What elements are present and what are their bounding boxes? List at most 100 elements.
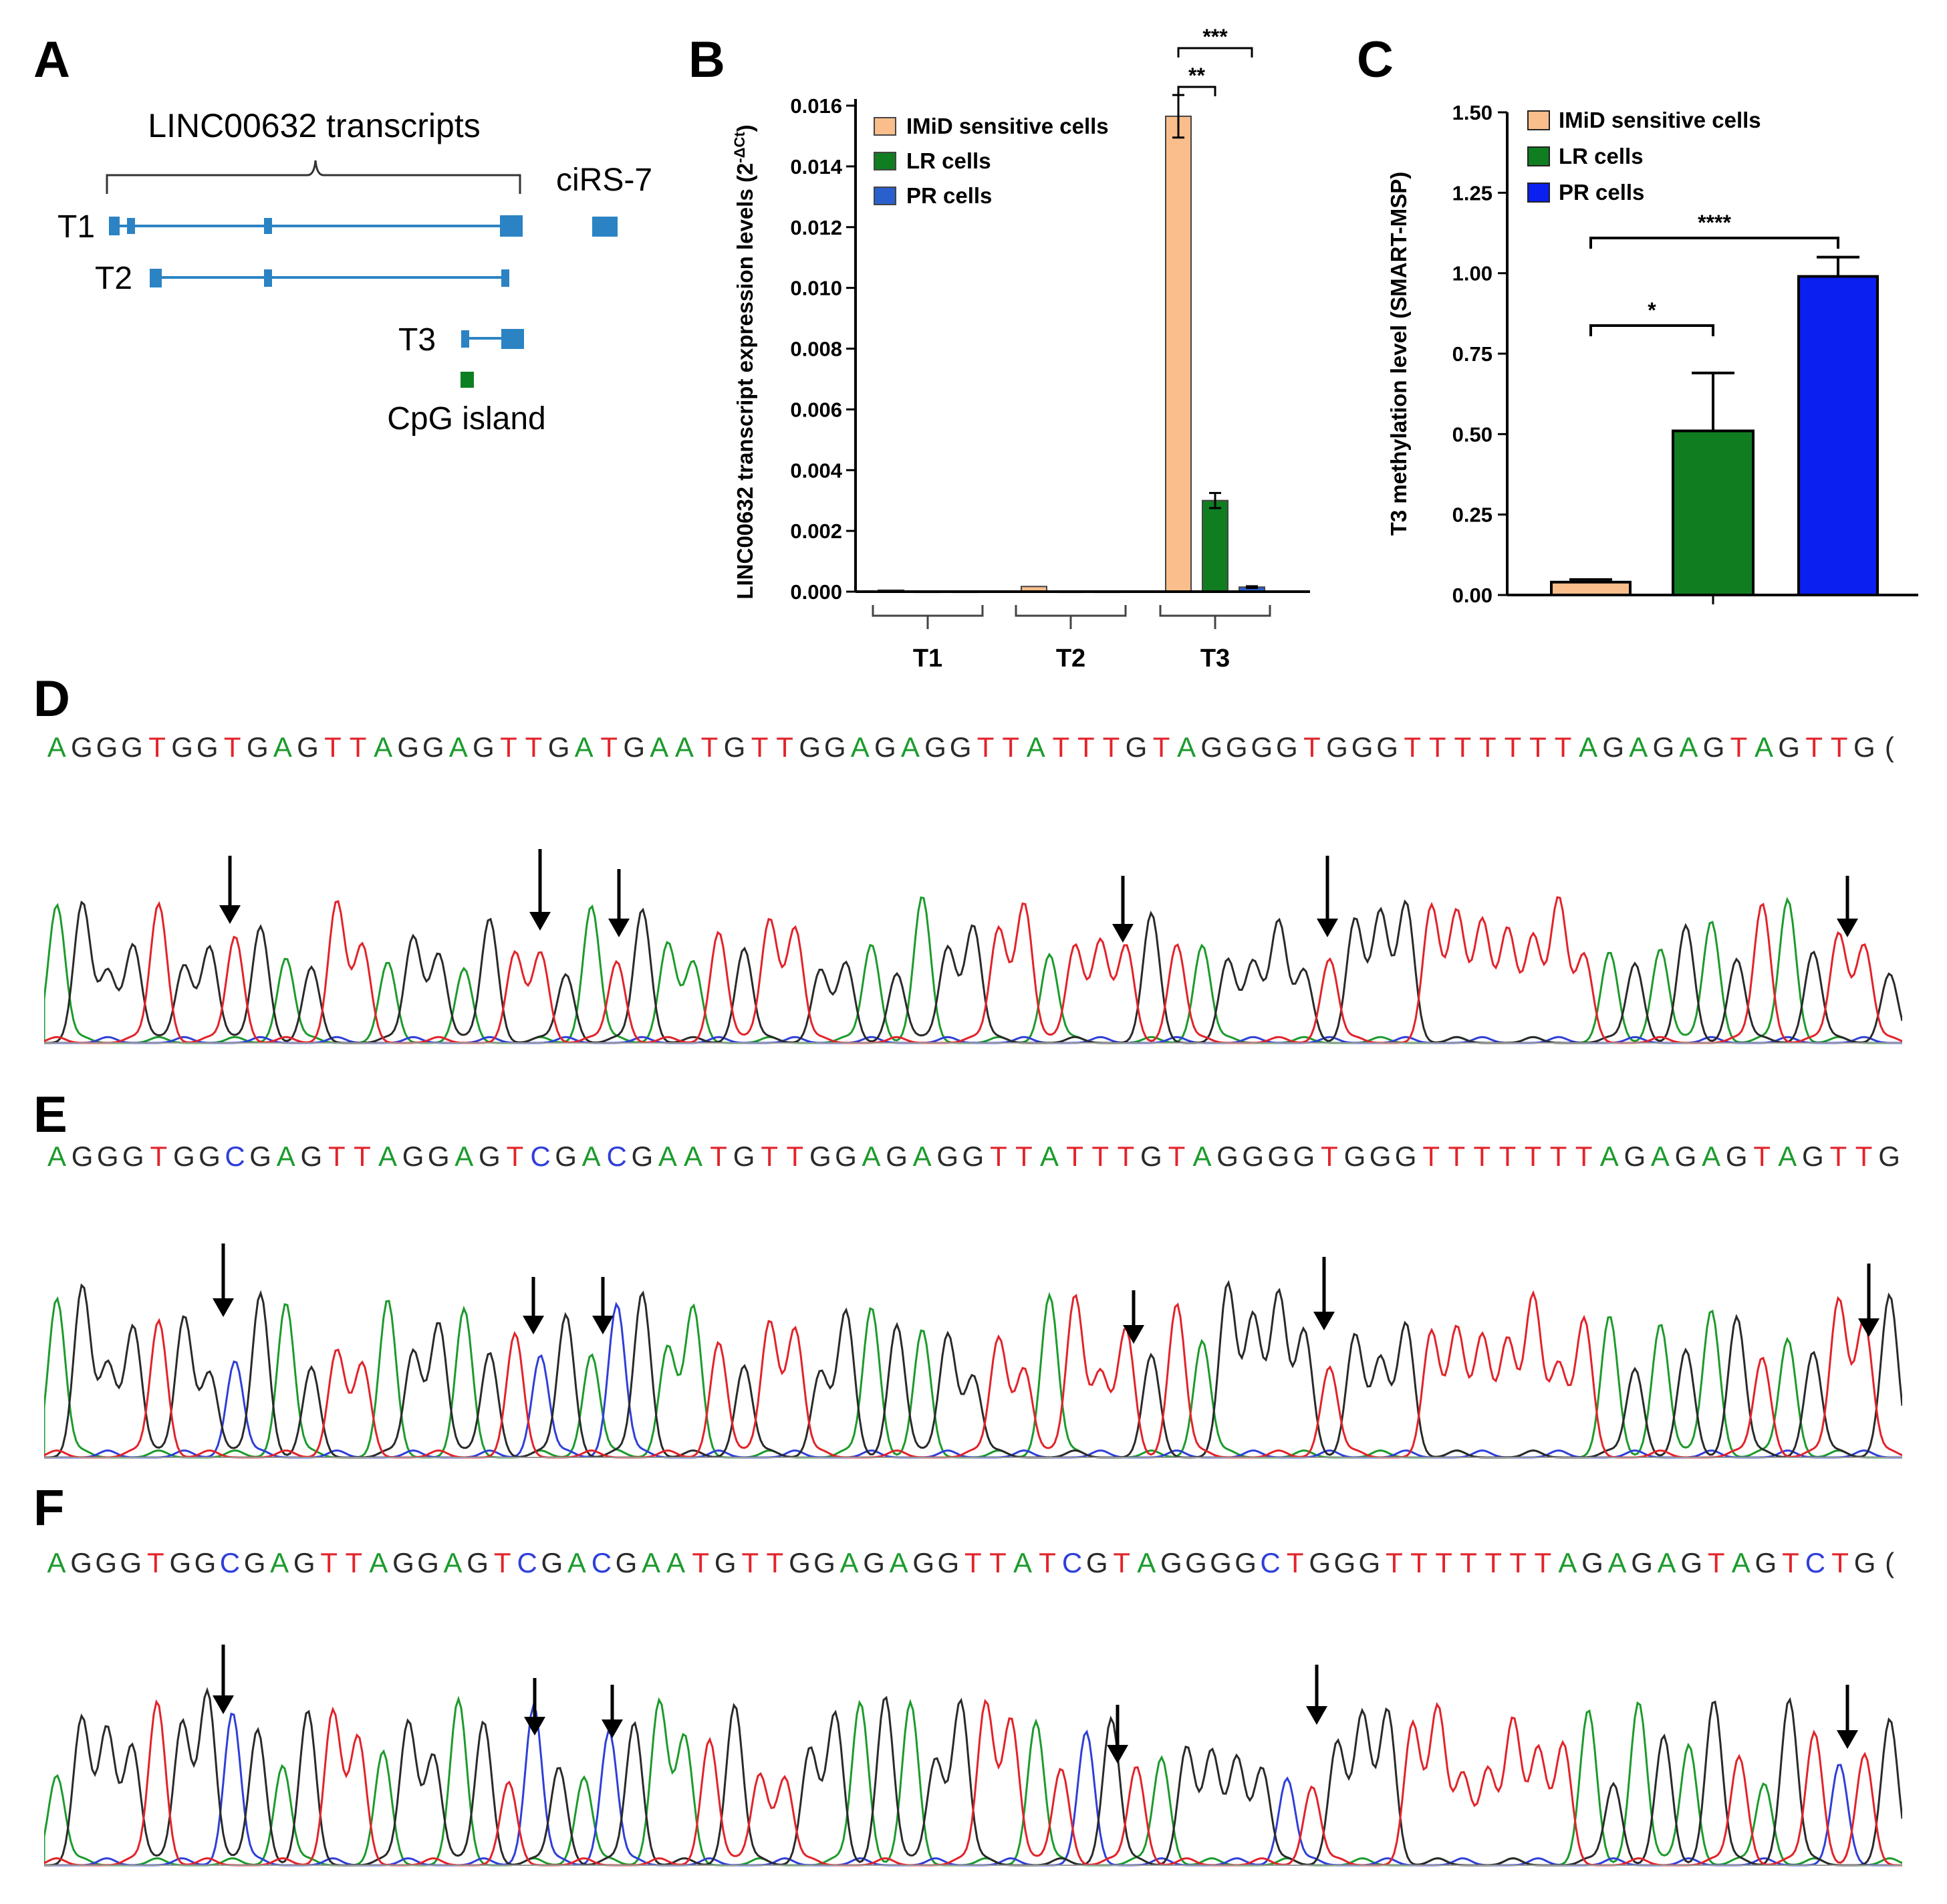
sequence-base: T [1448, 1141, 1466, 1172]
sequence-base: G [789, 1547, 811, 1578]
cpg-island-block [461, 372, 474, 388]
sequence-base: G [1225, 731, 1248, 763]
sequence-base: G [122, 1141, 144, 1172]
sequence-base: A [666, 1547, 686, 1578]
sequence-base: G [1376, 731, 1398, 763]
chromatogram-trace-t [44, 1290, 1902, 1459]
sequence-base: G [723, 731, 746, 763]
b-y-tick-label: 0.012 [790, 216, 842, 239]
sequence-base: T [761, 1141, 779, 1172]
sequence-base: T [1152, 731, 1170, 763]
arrow-head [1306, 1706, 1327, 1725]
arrow-head [1837, 1730, 1858, 1749]
sequence-base: G [246, 731, 269, 763]
sequence-base: G [1293, 1141, 1315, 1172]
sequence-base: T [1286, 1547, 1304, 1578]
sequence-base: G [473, 731, 495, 763]
sequence-base: T [1753, 1141, 1771, 1172]
sequence-base: T [146, 1547, 164, 1578]
sequence-base: G [1242, 1141, 1264, 1172]
sequence-base: G [1185, 1547, 1207, 1578]
b-significance-label: *** [1202, 27, 1228, 49]
sequence-base: G [874, 731, 896, 763]
methylation-site-arrow [213, 1243, 234, 1317]
sequence-base: G [194, 1547, 217, 1578]
sequence-base: T [349, 731, 367, 763]
chart-c: 0.00 0.25 0.50 0.75 1.00 1.25 1.50 IMiD sensit… [1386, 101, 1918, 607]
t3-exon [501, 329, 524, 349]
c-legend-swatch [1527, 146, 1550, 166]
c-legend-swatch [1527, 110, 1550, 130]
sequence-base: A [1607, 1547, 1627, 1578]
b-x-tick-label: T2 [1056, 644, 1085, 673]
sequence-base: T [1002, 731, 1019, 763]
t3-exon [461, 330, 469, 348]
sequence-base: G [1358, 1547, 1381, 1578]
methylation-site-arrow [523, 1277, 544, 1334]
sequence-base: A [1026, 731, 1045, 763]
sequence-base: G [293, 1547, 315, 1578]
sequence-base: G [427, 1141, 450, 1172]
transcript-label-t1: T1 [57, 209, 95, 245]
sequence-base: A [1731, 1547, 1750, 1578]
c-bar [1797, 275, 1879, 596]
sequence-base: G [120, 1547, 142, 1578]
sequence-base: G [1702, 731, 1725, 763]
sequence-base: T [1117, 1141, 1135, 1172]
sequence-base: A [674, 731, 694, 763]
sequence-base: T [692, 1547, 709, 1578]
sequence-base: A [1013, 1547, 1032, 1578]
sequence-base: A [443, 1547, 463, 1578]
sequence-base: G [71, 731, 93, 763]
sequence-base: G [478, 1141, 501, 1172]
arrow-head [213, 1298, 234, 1317]
sequence-base: G [300, 1141, 323, 1172]
b-x-tick-label: T3 [1200, 644, 1230, 673]
sequence-base: A [374, 731, 393, 763]
sequence-base: T [977, 731, 995, 763]
methylation-site-arrow [219, 856, 241, 924]
sequence-base: G [949, 731, 972, 763]
sequence-base: G [799, 731, 821, 763]
b-y-tick-label: 0.008 [790, 338, 842, 361]
sequence-base: G [71, 1141, 94, 1172]
sequence-base: G [936, 1141, 959, 1172]
b-error-bar [1246, 585, 1258, 590]
c-significance-label: * [1648, 298, 1656, 322]
sequence-base: T [1422, 1141, 1440, 1172]
sequence-base: A [862, 1141, 881, 1172]
sequence-base: G [1652, 731, 1675, 763]
sequence-base: A [1040, 1141, 1059, 1172]
sequence-base: T [1454, 731, 1472, 763]
sequence-base: T [324, 731, 342, 763]
sequence-base: G [171, 731, 193, 763]
sequence-base: G [392, 1547, 414, 1578]
sequence-base: G [1326, 731, 1348, 763]
sequence-base: G [199, 1141, 221, 1172]
methylation-site-arrow [592, 1277, 614, 1334]
c-legend-label: PR cells [1559, 180, 1644, 205]
sequence-base: G [541, 1547, 563, 1578]
methylation-site-arrow [1858, 1264, 1879, 1337]
c-y-tick-label: 1.50 [1452, 101, 1492, 124]
c-y-tick-label: 0.75 [1452, 342, 1492, 366]
panel-letter-a: A [33, 31, 70, 88]
t2-exon [501, 269, 509, 287]
transcript-label-t2: T2 [95, 261, 132, 296]
t1-exon [127, 218, 135, 234]
sequence-base: A [47, 1141, 66, 1172]
transcript-map: LINC00632 transcripts ciRS-7 T1 T2 T3 Cp… [57, 107, 652, 437]
sequence-base: A [378, 1141, 398, 1172]
arrow-head [592, 1316, 614, 1334]
methylation-site-arrow [1313, 1257, 1335, 1330]
sequence-base: T [1039, 1547, 1056, 1578]
sequence-base: G [397, 731, 419, 763]
sequence-base: A [276, 1141, 295, 1172]
b-legend-label: PR cells [906, 183, 992, 208]
sequence-base: C [1260, 1547, 1281, 1578]
sequence-base: G [714, 1547, 737, 1578]
sequence-base: G [1624, 1141, 1646, 1172]
sequence-base: G [1210, 1547, 1232, 1578]
sequence-base: T [1113, 1547, 1131, 1578]
